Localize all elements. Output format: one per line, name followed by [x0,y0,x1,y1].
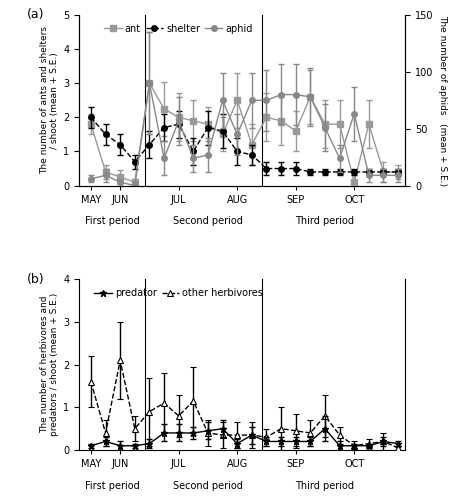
Text: Third period: Third period [295,216,355,226]
Text: Second period: Second period [173,480,243,490]
Legend: ant, shelter, aphid: ant, shelter, aphid [100,20,257,38]
Legend: predator, other herbivores: predator, other herbivores [90,284,267,302]
Text: First period: First period [85,480,140,490]
Text: First period: First period [85,216,140,226]
Text: (b): (b) [27,272,45,285]
Text: (a): (a) [27,8,45,21]
Text: Second period: Second period [173,216,243,226]
Text: Third period: Third period [295,480,355,490]
Y-axis label: The number of ants and shelters
/ shoot (mean + S.E.): The number of ants and shelters / shoot … [40,26,59,174]
Y-axis label: The number of herbivores and
predators / shoot (mean + S.E.): The number of herbivores and predators /… [40,293,59,436]
Y-axis label: The number of aphids   (mean + S.E.): The number of aphids (mean + S.E.) [439,14,447,186]
